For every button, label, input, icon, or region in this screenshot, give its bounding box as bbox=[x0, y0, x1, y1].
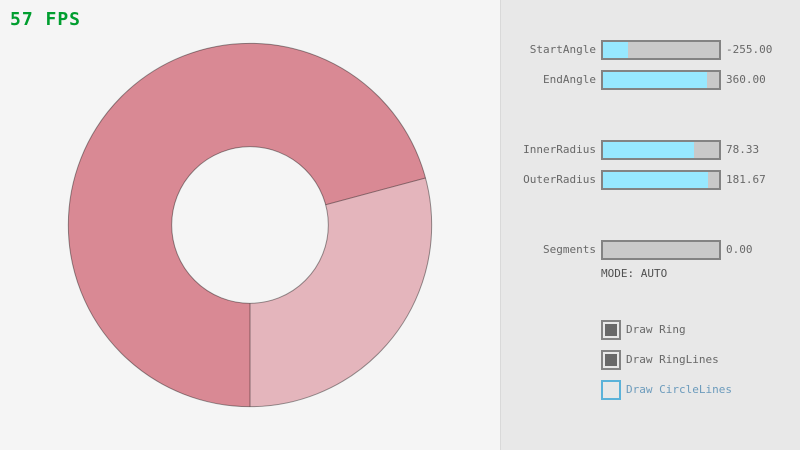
inner-radius-label: InnerRadius bbox=[523, 143, 596, 156]
draw-circle-lines-label: Draw CircleLines bbox=[626, 383, 732, 396]
start-angle-value: -255.00 bbox=[726, 43, 773, 56]
inner-radius-slider[interactable] bbox=[601, 140, 721, 160]
slider-row-inner-radius: InnerRadius 78.33 bbox=[501, 140, 800, 160]
ring-radial-line-1 bbox=[325, 177, 426, 206]
draw-ring-lines-checkbox[interactable] bbox=[601, 350, 621, 370]
end-angle-slider[interactable] bbox=[601, 70, 721, 90]
slider-row-outer-radius: OuterRadius 181.67 bbox=[501, 170, 800, 190]
end-angle-label: EndAngle bbox=[543, 73, 596, 86]
start-angle-slider-fill bbox=[603, 42, 629, 58]
slider-row-start-angle: StartAngle -255.00 bbox=[501, 40, 800, 60]
draw-ring-lines-label: Draw RingLines bbox=[626, 353, 719, 366]
outer-radius-slider-fill bbox=[603, 172, 709, 188]
ring-inner-line bbox=[171, 146, 329, 304]
end-angle-value: 360.00 bbox=[726, 73, 766, 86]
checkbox-draw-circle-lines[interactable]: Draw CircleLines bbox=[501, 380, 800, 400]
fps-counter: 57 FPS bbox=[10, 9, 82, 30]
outer-radius-value: 181.67 bbox=[726, 173, 766, 186]
segments-mode-text: MODE: AUTO bbox=[601, 267, 668, 280]
draw-ring-checkbox[interactable] bbox=[601, 320, 621, 340]
checkbox-draw-ring[interactable]: Draw Ring bbox=[501, 320, 800, 340]
ring-sector-overlap bbox=[68, 43, 426, 407]
slider-row-end-angle: EndAngle 360.00 bbox=[501, 70, 800, 90]
inner-radius-value: 78.33 bbox=[726, 143, 760, 156]
draw-ring-label: Draw Ring bbox=[626, 323, 686, 336]
outer-radius-label: OuterRadius bbox=[523, 173, 596, 186]
draw-ring-check-mark bbox=[605, 324, 617, 336]
start-angle-label: StartAngle bbox=[529, 43, 596, 56]
draw-ring-lines-check-mark bbox=[605, 354, 617, 366]
checkbox-draw-ring-lines[interactable]: Draw RingLines bbox=[501, 350, 800, 370]
inner-radius-slider-fill bbox=[603, 142, 694, 158]
ring-sector-single bbox=[250, 177, 432, 407]
segments-value: 0.00 bbox=[726, 243, 753, 256]
segments-slider[interactable] bbox=[601, 240, 721, 260]
start-angle-slider[interactable] bbox=[601, 40, 721, 60]
draw-circle-lines-checkbox[interactable] bbox=[601, 380, 621, 400]
segments-label: Segments bbox=[543, 243, 596, 256]
outer-radius-slider[interactable] bbox=[601, 170, 721, 190]
end-angle-slider-fill bbox=[603, 72, 708, 88]
slider-row-segments: Segments 0.00 bbox=[501, 240, 800, 260]
controls-panel: StartAngle -255.00 EndAngle 360.00 Inner… bbox=[500, 0, 800, 450]
ring-outer-line bbox=[67, 42, 433, 408]
